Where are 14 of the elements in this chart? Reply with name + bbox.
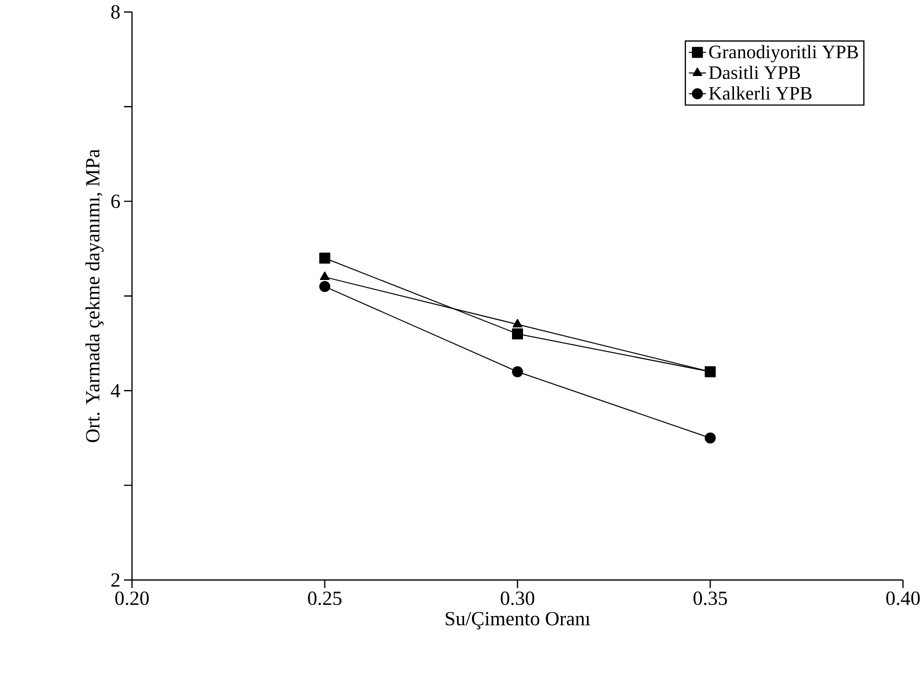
x-tick-label: 0.30 [500, 592, 534, 606]
y-tick-label: 4 [110, 384, 120, 398]
y-tick-label: 2 [111, 573, 120, 587]
y-axis-title: Ort. Yarmada çekme dayanımı, MPa [85, 149, 104, 442]
legend-label: Dasitli YPB [708, 66, 800, 80]
legend-label: Kalkerli YPB [708, 86, 812, 100]
y-tick-label: 6 [111, 194, 120, 208]
legend-label: Granodiyoritli YPB [709, 45, 858, 62]
x-tick-label: 0.20 [115, 592, 149, 606]
x-tick-label: 0.40 [886, 592, 920, 606]
y-tick-label: 8 [111, 5, 120, 19]
x-axis-title: Su/Çimento Oranı [446, 612, 590, 630]
x-tick-label: 0.25 [308, 592, 342, 606]
x-tick-label: 0.35 [694, 592, 727, 606]
